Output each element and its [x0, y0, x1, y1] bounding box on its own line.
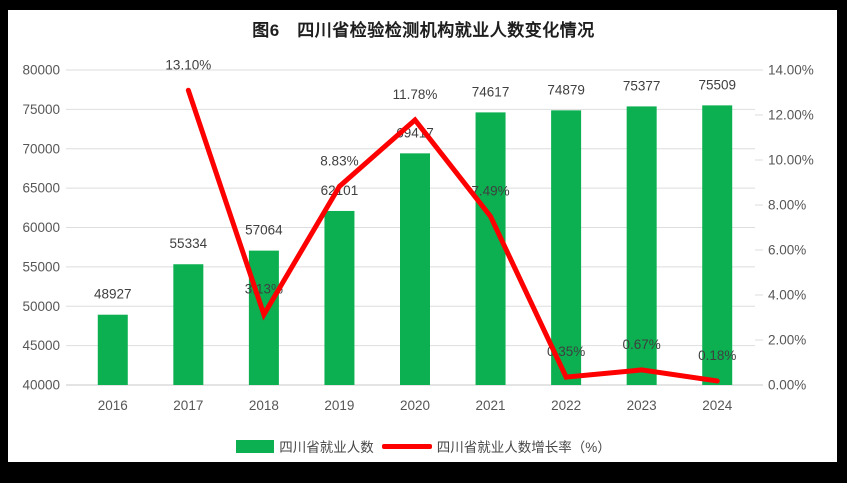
x-axis-label-2023: 2023: [627, 398, 657, 413]
x-axis-label-2020: 2020: [400, 398, 430, 413]
growth-label-2023: 0.67%: [623, 337, 661, 352]
left-axis-tick-label: 40000: [22, 378, 60, 393]
left-axis-tick-label: 80000: [22, 63, 60, 78]
bar-label-2018: 57064: [245, 223, 283, 238]
bar-2022: [551, 110, 582, 385]
chart-legend: 四川省就业人数 四川省就业人数增长率（%）: [0, 436, 847, 456]
growth-label-2017: 13.10%: [165, 57, 211, 72]
right-axis-tick-label: 8.00%: [768, 198, 806, 213]
legend-bar-swatch-icon: [236, 439, 275, 453]
bar-2024: [702, 105, 733, 385]
bar-2020: [400, 153, 430, 385]
bar-2023: [626, 106, 657, 385]
right-axis-tick-label: 4.00%: [768, 288, 806, 303]
x-axis-label-2019: 2019: [324, 398, 354, 413]
bar-label-2024: 75509: [698, 77, 736, 92]
right-axis-tick-label: 12.00%: [768, 108, 814, 123]
bar-2016: [97, 314, 128, 385]
left-axis-tick-label: 65000: [22, 181, 60, 196]
bar-2017: [173, 264, 204, 385]
legend-line-swatch-icon: [381, 443, 432, 449]
bar-label-2017: 55334: [170, 236, 208, 251]
left-axis-tick-label: 60000: [22, 220, 60, 235]
growth-label-2019: 8.83%: [320, 153, 358, 168]
left-axis-tick-label: 55000: [22, 259, 60, 274]
left-axis-tick-label: 75000: [22, 102, 60, 117]
bar-label-2023: 75377: [623, 78, 661, 93]
growth-line: [185, 87, 720, 384]
x-axis-label-2017: 2017: [173, 398, 203, 413]
right-axis-tick-label: 6.00%: [768, 243, 806, 258]
bar-2019: [324, 210, 355, 385]
x-axis-label-2018: 2018: [249, 398, 279, 413]
left-axis-tick-label: 45000: [22, 338, 60, 353]
bar-2021: [475, 112, 506, 386]
right-axis-tick-label: 14.00%: [768, 63, 814, 78]
right-axis-tick-label: 10.00%: [768, 153, 814, 168]
chart-title: 图6 四川省检验检测机构就业人数变化情况: [252, 21, 595, 40]
x-axis-label-2024: 2024: [702, 398, 733, 413]
legend-bar-label: 四川省就业人数: [279, 440, 374, 455]
right-axis-tick-label: 2.00%: [768, 333, 806, 348]
x-axis-label-2021: 2021: [476, 398, 506, 413]
growth-label-2021: 7.49%: [471, 183, 509, 198]
x-axis-label-2016: 2016: [98, 398, 128, 413]
growth-label-2024: 0.18%: [698, 348, 736, 363]
growth-label-2020: 11.78%: [393, 87, 438, 102]
right-axis-tick-label: 0.00%: [768, 378, 806, 393]
bar-label-2021: 74617: [472, 84, 510, 99]
left-axis-tick-label: 50000: [22, 299, 60, 314]
legend-line-label: 四川省就业人数增长率（%）: [436, 440, 611, 455]
bar-label-2022: 74879: [547, 82, 585, 97]
left-axis-tick-label: 70000: [22, 141, 60, 156]
x-axis-label-2022: 2022: [551, 398, 581, 413]
bar-label-2016: 48927: [94, 287, 132, 302]
